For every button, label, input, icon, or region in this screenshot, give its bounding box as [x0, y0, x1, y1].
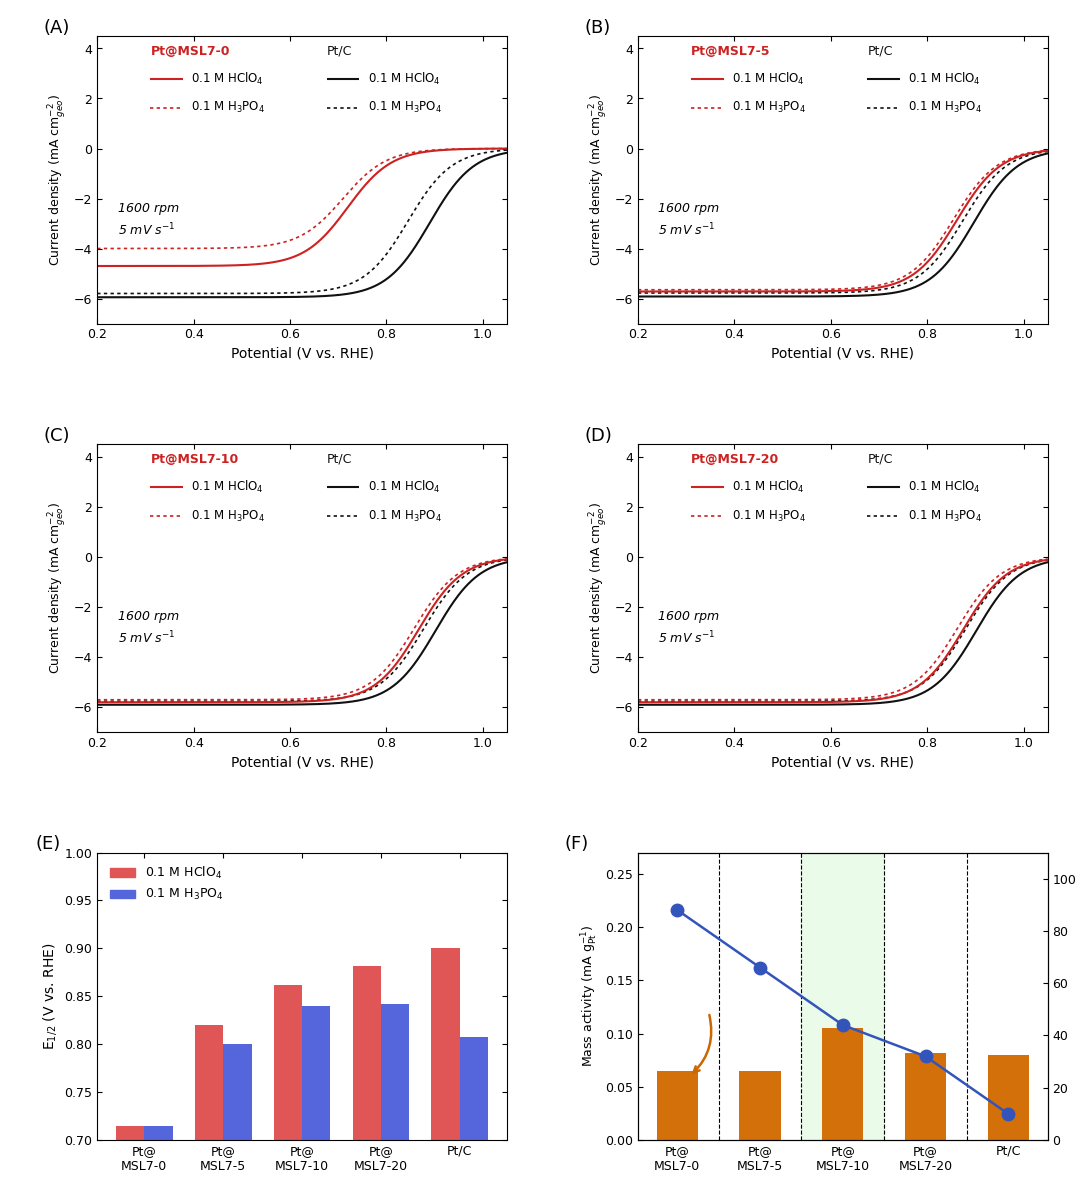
X-axis label: Potential (V vs. RHE): Potential (V vs. RHE)	[771, 347, 915, 361]
Text: Pt/C: Pt/C	[867, 452, 893, 466]
Text: 1600 rpm
5 mV s$^{-1}$: 1600 rpm 5 mV s$^{-1}$	[118, 202, 179, 239]
Bar	[822, 1028, 864, 1140]
Y-axis label: Current density (mA cm$^{-2}_{geo}$): Current density (mA cm$^{-2}_{geo}$)	[46, 94, 68, 266]
Text: Pt/C: Pt/C	[867, 44, 893, 58]
Y-axis label: Current density (mA cm$^{-2}_{geo}$): Current density (mA cm$^{-2}_{geo}$)	[588, 94, 609, 266]
Text: (B): (B)	[584, 19, 611, 37]
Y-axis label: Mass activity (mA $\mathregular{g_{Pt}^{-1}}$): Mass activity (mA $\mathregular{g_{Pt}^{…	[580, 925, 599, 1067]
X-axis label: Potential (V vs. RHE): Potential (V vs. RHE)	[230, 755, 374, 769]
Text: Pt@MSL7-10: Pt@MSL7-10	[150, 452, 239, 466]
Text: 0.1 M HClO$_4$: 0.1 M HClO$_4$	[191, 479, 265, 496]
Text: Pt/C: Pt/C	[326, 44, 352, 58]
Bar	[460, 1037, 488, 1200]
Bar	[224, 1044, 252, 1200]
Text: 0.1 M HClO$_4$: 0.1 M HClO$_4$	[191, 71, 265, 88]
Text: (D): (D)	[584, 427, 612, 445]
Text: 0.1 M H$_3$PO$_4$: 0.1 M H$_3$PO$_4$	[732, 101, 807, 115]
Text: 0.1 M H$_3$PO$_4$: 0.1 M H$_3$PO$_4$	[191, 509, 266, 523]
Bar	[352, 966, 381, 1200]
Text: 0.1 M H$_3$PO$_4$: 0.1 M H$_3$PO$_4$	[908, 509, 983, 523]
Bar	[145, 1126, 173, 1200]
Text: Pt@MSL7-5: Pt@MSL7-5	[691, 44, 771, 58]
Text: Pt/C: Pt/C	[326, 452, 352, 466]
Text: 0.1 M H$_3$PO$_4$: 0.1 M H$_3$PO$_4$	[908, 101, 983, 115]
X-axis label: Potential (V vs. RHE): Potential (V vs. RHE)	[230, 347, 374, 361]
Y-axis label: E$_{1/2}$ (V vs. RHE): E$_{1/2}$ (V vs. RHE)	[41, 942, 58, 1050]
Legend: 0.1 M HClO$_4$, 0.1 M H$_3$PO$_4$: 0.1 M HClO$_4$, 0.1 M H$_3$PO$_4$	[104, 859, 229, 908]
Bar	[194, 1025, 224, 1200]
Text: 0.1 M HClO$_4$: 0.1 M HClO$_4$	[908, 71, 981, 88]
Text: Pt@MSL7-20: Pt@MSL7-20	[691, 452, 780, 466]
Text: 1600 rpm
5 mV s$^{-1}$: 1600 rpm 5 mV s$^{-1}$	[118, 610, 179, 647]
Bar	[116, 1126, 145, 1200]
Text: (E): (E)	[36, 835, 60, 853]
Text: 0.1 M HClO$_4$: 0.1 M HClO$_4$	[732, 71, 805, 88]
Text: 0.1 M HClO$_4$: 0.1 M HClO$_4$	[367, 479, 441, 496]
Text: (F): (F)	[564, 835, 589, 853]
Text: 0.1 M HClO$_4$: 0.1 M HClO$_4$	[367, 71, 441, 88]
Bar	[302, 1006, 330, 1200]
Bar	[431, 948, 460, 1200]
Text: 0.1 M HClO$_4$: 0.1 M HClO$_4$	[732, 479, 805, 496]
Text: 0.1 M H$_3$PO$_4$: 0.1 M H$_3$PO$_4$	[191, 101, 266, 115]
Text: (A): (A)	[44, 19, 70, 37]
Bar	[987, 1055, 1029, 1140]
Text: Pt@MSL7-0: Pt@MSL7-0	[150, 44, 230, 58]
Bar	[273, 985, 302, 1200]
Text: 0.1 M H$_3$PO$_4$: 0.1 M H$_3$PO$_4$	[367, 101, 442, 115]
Bar	[657, 1070, 698, 1140]
Bar	[740, 1070, 781, 1140]
Text: 1600 rpm
5 mV s$^{-1}$: 1600 rpm 5 mV s$^{-1}$	[659, 610, 719, 647]
Bar	[905, 1052, 946, 1140]
Y-axis label: Current density (mA cm$^{-2}_{geo}$): Current density (mA cm$^{-2}_{geo}$)	[588, 502, 609, 674]
Text: 0.1 M H$_3$PO$_4$: 0.1 M H$_3$PO$_4$	[367, 509, 442, 523]
Bar	[381, 1004, 409, 1200]
Text: 1600 rpm
5 mV s$^{-1}$: 1600 rpm 5 mV s$^{-1}$	[659, 202, 719, 239]
Text: 0.1 M HClO$_4$: 0.1 M HClO$_4$	[908, 479, 981, 496]
Text: 0.1 M H$_3$PO$_4$: 0.1 M H$_3$PO$_4$	[732, 509, 807, 523]
Bar	[801, 852, 885, 1140]
Y-axis label: Current density (mA cm$^{-2}_{geo}$): Current density (mA cm$^{-2}_{geo}$)	[46, 502, 68, 674]
Text: (C): (C)	[44, 427, 70, 445]
X-axis label: Potential (V vs. RHE): Potential (V vs. RHE)	[771, 755, 915, 769]
